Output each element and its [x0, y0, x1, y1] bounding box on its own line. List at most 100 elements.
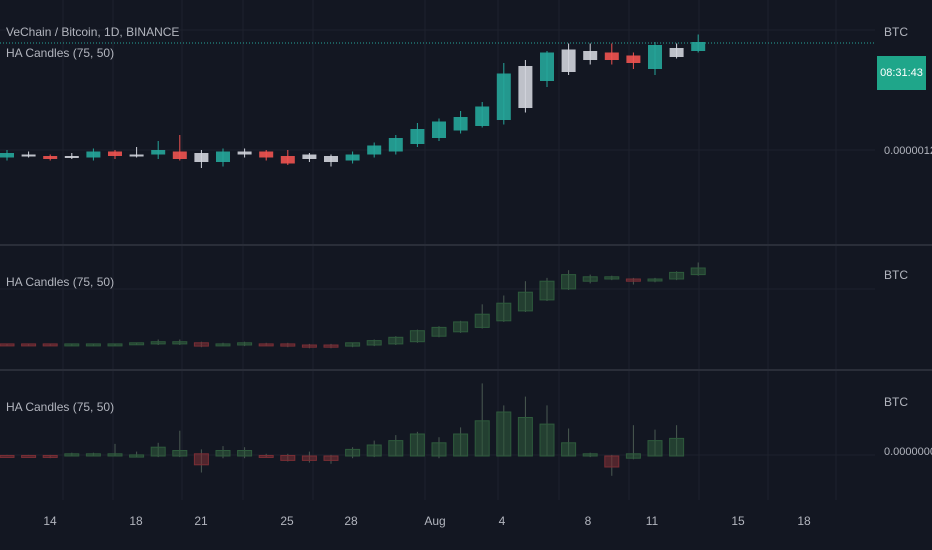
candle-body	[194, 153, 209, 162]
candle-body	[410, 129, 425, 144]
candle-body	[64, 453, 80, 457]
candle-body	[388, 138, 403, 152]
price-tick-label: 0.00000120	[884, 145, 932, 157]
candle-body	[345, 448, 361, 457]
candle-body	[280, 156, 295, 164]
candle-body	[172, 450, 188, 457]
candle-body	[193, 342, 209, 347]
candle-body	[86, 151, 101, 158]
symbol-title[interactable]: VeChain / Bitcoin, 1D, BINANCE	[6, 25, 180, 39]
time-axis-label: 4	[498, 514, 506, 528]
time-axis-label: 21	[194, 514, 208, 528]
time-axis-label: 8	[584, 514, 592, 528]
candle-body	[323, 455, 339, 461]
time-axis-label: 15	[731, 514, 745, 528]
candle-body	[409, 433, 425, 457]
candle-body	[431, 326, 447, 337]
candle-body	[280, 343, 296, 347]
candle-body	[367, 145, 382, 155]
candle-body	[496, 411, 512, 457]
candle-body	[215, 450, 231, 457]
time-axis-label: 18	[129, 514, 143, 528]
time-axis-label: 18	[797, 514, 811, 528]
candle-body	[625, 278, 641, 282]
candle-body	[475, 106, 490, 126]
candle-body	[517, 291, 533, 312]
candle-body	[518, 66, 533, 108]
pane-separator[interactable]	[0, 244, 932, 246]
candle-body	[43, 156, 58, 159]
candle-body	[237, 450, 253, 457]
candle-body	[0, 153, 14, 158]
candle-body	[496, 73, 511, 120]
candle-body	[388, 336, 404, 345]
candle-body	[453, 321, 469, 333]
pane2-unit: BTC	[884, 268, 908, 282]
candle-body	[21, 154, 36, 157]
candle-body	[517, 417, 533, 457]
candle-body	[539, 280, 555, 301]
candle-body	[172, 151, 187, 159]
candle-body	[648, 45, 662, 69]
candle-body	[582, 453, 598, 457]
pane-separator[interactable]	[0, 369, 932, 371]
candle-body	[432, 121, 446, 138]
candle-body	[237, 342, 253, 346]
candle-body	[366, 444, 382, 457]
candle-body	[604, 52, 619, 60]
candle-body	[669, 48, 684, 57]
pane2-legend[interactable]: HA Candles (75, 50)	[6, 275, 115, 289]
candle-body	[474, 313, 490, 328]
candle-body	[64, 156, 79, 158]
time-axis-label: 28	[344, 514, 358, 528]
candle-body	[625, 453, 641, 459]
countdown-badge: 08:31:43	[877, 56, 926, 90]
candle-body	[690, 267, 706, 276]
candle-body	[474, 420, 490, 457]
candle-body	[647, 278, 663, 282]
candle-body	[150, 341, 166, 345]
candle-body	[453, 433, 469, 457]
candle-body	[539, 423, 555, 457]
candle-body	[540, 52, 554, 81]
pane3-zero-label: 0.00000000	[884, 446, 932, 458]
candle-body	[388, 440, 404, 457]
candle-body	[669, 271, 685, 280]
candle-body	[409, 330, 425, 343]
candle-body	[647, 440, 663, 457]
candle-body	[323, 344, 339, 348]
candle-body	[0, 343, 15, 347]
candle-body	[215, 343, 231, 347]
candle-body	[583, 51, 598, 60]
candle-body	[42, 343, 58, 347]
candle-body	[85, 343, 101, 347]
candle-body	[85, 453, 101, 457]
candle-body	[193, 453, 209, 466]
candle-body	[42, 454, 58, 458]
candle-body	[258, 343, 274, 347]
candle-body	[0, 454, 15, 458]
candle-body	[604, 276, 620, 280]
candle-body	[453, 117, 468, 131]
candle-body	[237, 151, 252, 155]
candle-body	[129, 154, 144, 157]
candle-body	[129, 454, 145, 458]
indicator-legend[interactable]: HA Candles (75, 50)	[6, 46, 115, 60]
pane3-unit: BTC	[884, 395, 908, 409]
candle-body	[150, 446, 166, 457]
candle-body	[107, 453, 123, 457]
candle-body	[172, 341, 188, 345]
candle-body	[345, 342, 361, 347]
candle-body	[259, 151, 274, 158]
pane3-legend[interactable]: HA Candles (75, 50)	[6, 400, 115, 414]
candle-body	[345, 154, 360, 161]
candle-body	[107, 343, 123, 347]
candle-body	[691, 42, 706, 51]
candle-body	[302, 154, 317, 159]
candle-body	[216, 151, 230, 162]
candle-body	[324, 156, 338, 162]
candle-body	[669, 437, 685, 457]
candle-body	[280, 454, 296, 461]
candle-body	[301, 455, 317, 461]
